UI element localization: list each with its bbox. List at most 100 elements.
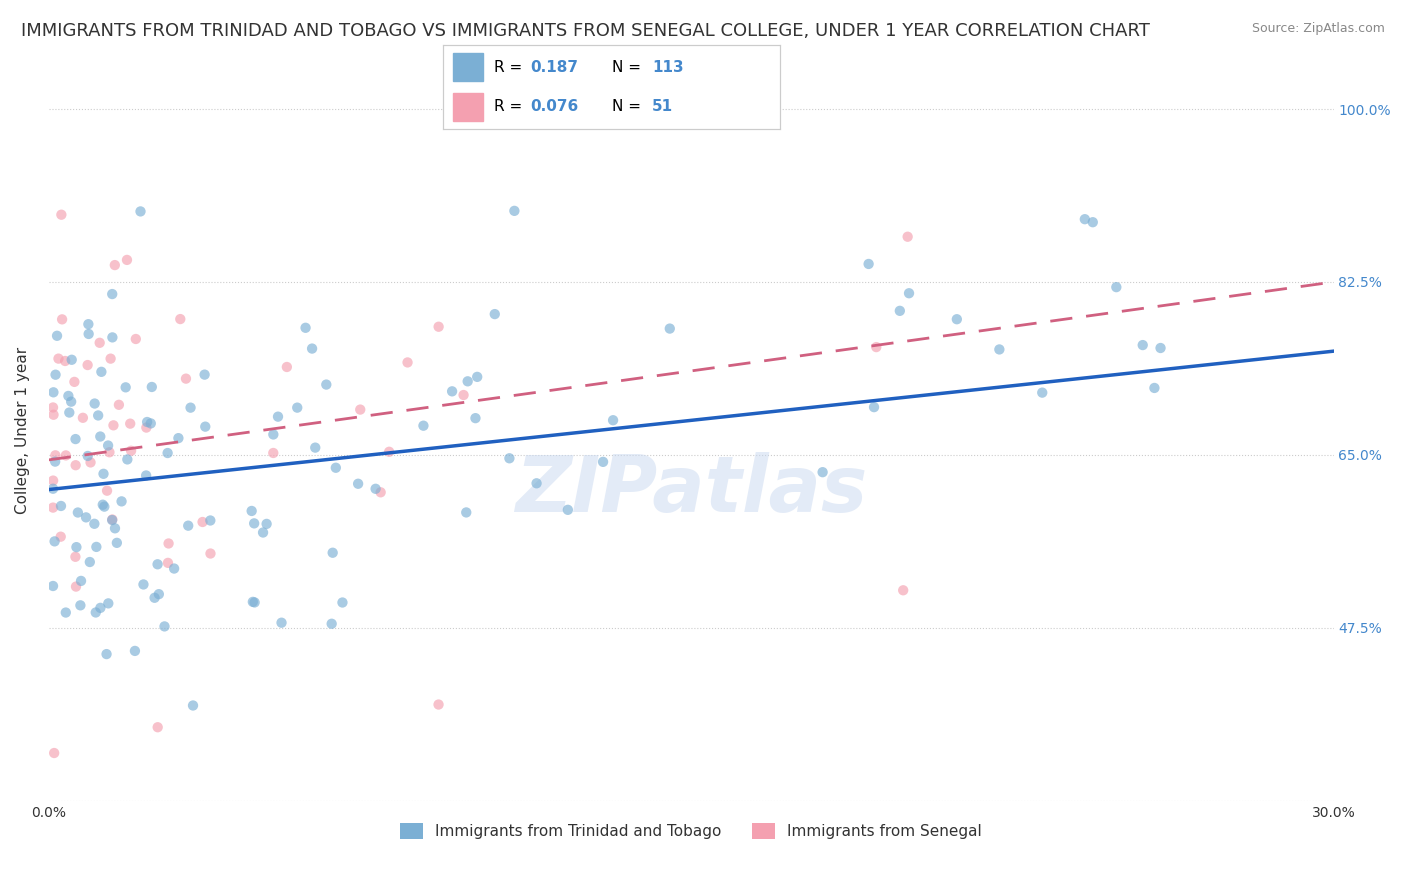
Point <box>77 317 100 331</box>
Point <box>396 355 419 369</box>
Point <box>294 320 316 334</box>
Point <box>1143 381 1166 395</box>
Point <box>46 328 69 343</box>
Point <box>285 401 308 415</box>
Point <box>156 446 179 460</box>
Point <box>243 516 266 531</box>
Point <box>53 354 76 368</box>
Point <box>104 258 127 272</box>
Point <box>1081 215 1104 229</box>
Point <box>858 257 880 271</box>
Point <box>72 410 94 425</box>
Point <box>177 518 200 533</box>
Point <box>75 510 97 524</box>
Point <box>349 402 371 417</box>
Point <box>526 476 548 491</box>
Point <box>42 474 65 488</box>
Point <box>96 647 118 661</box>
Point <box>76 449 98 463</box>
Point <box>90 365 112 379</box>
Point <box>898 286 921 301</box>
Point <box>427 698 450 712</box>
Point <box>148 587 170 601</box>
Point <box>441 384 464 399</box>
Y-axis label: College, Under 1 year: College, Under 1 year <box>15 347 30 514</box>
Point <box>315 377 337 392</box>
Point <box>117 452 139 467</box>
Point <box>267 409 290 424</box>
Point <box>1105 280 1128 294</box>
Point <box>97 596 120 610</box>
Point <box>97 438 120 452</box>
Point <box>464 411 486 425</box>
Text: ZIPatlas: ZIPatlas <box>515 451 868 527</box>
Point <box>304 441 326 455</box>
Point <box>89 335 111 350</box>
Text: IMMIGRANTS FROM TRINIDAD AND TOBAGO VS IMMIGRANTS FROM SENEGAL COLLEGE, UNDER 1 : IMMIGRANTS FROM TRINIDAD AND TOBAGO VS I… <box>21 22 1150 40</box>
Point <box>98 445 121 459</box>
Point <box>49 499 72 513</box>
Bar <box>453 54 484 81</box>
Point <box>174 371 197 385</box>
Point <box>194 419 217 434</box>
Point <box>55 449 77 463</box>
Text: R =: R = <box>494 60 527 75</box>
Point <box>157 536 180 550</box>
Point <box>103 418 125 433</box>
Point <box>44 534 66 549</box>
Point <box>163 561 186 575</box>
Point <box>58 406 80 420</box>
Point <box>135 420 157 434</box>
Point <box>347 476 370 491</box>
Point <box>100 351 122 366</box>
Point <box>811 465 834 479</box>
Point <box>63 375 86 389</box>
Point <box>76 358 98 372</box>
Point <box>44 448 66 462</box>
Point <box>91 498 114 512</box>
Point <box>498 451 520 466</box>
Point <box>42 482 65 496</box>
Point <box>65 458 87 473</box>
Text: 0.187: 0.187 <box>530 60 579 75</box>
Point <box>370 485 392 500</box>
Point <box>124 644 146 658</box>
Point <box>83 516 105 531</box>
Point <box>89 600 111 615</box>
Point <box>115 252 138 267</box>
Point <box>93 467 115 481</box>
Text: R =: R = <box>494 99 527 114</box>
Point <box>364 482 387 496</box>
Point <box>658 321 681 335</box>
Point <box>60 352 83 367</box>
Point <box>93 500 115 514</box>
Point <box>96 483 118 498</box>
Text: 51: 51 <box>652 99 673 114</box>
Point <box>1031 385 1053 400</box>
Bar <box>453 93 484 120</box>
Point <box>44 455 66 469</box>
Point <box>135 468 157 483</box>
Point <box>51 208 73 222</box>
Point <box>55 606 77 620</box>
Point <box>456 505 478 519</box>
Point <box>946 312 969 326</box>
Point <box>169 312 191 326</box>
Point <box>453 388 475 402</box>
Point <box>146 720 169 734</box>
Point <box>200 514 222 528</box>
Point <box>863 400 886 414</box>
Point <box>45 368 67 382</box>
Point <box>77 326 100 341</box>
Point <box>465 370 488 384</box>
Point <box>49 530 72 544</box>
Point <box>42 385 65 400</box>
Point <box>84 606 107 620</box>
Point <box>276 359 298 374</box>
Point <box>42 401 65 415</box>
Point <box>262 427 284 442</box>
Text: N =: N = <box>612 60 645 75</box>
Text: N =: N = <box>612 99 645 114</box>
Point <box>110 494 132 508</box>
Point <box>891 583 914 598</box>
